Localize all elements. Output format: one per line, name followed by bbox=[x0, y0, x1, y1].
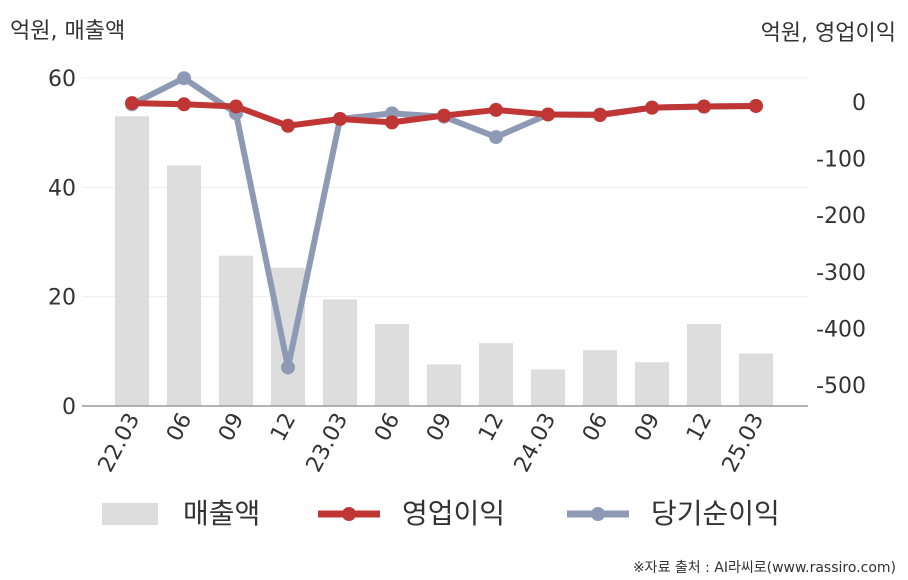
legend-label-net-income: 당기순이익 bbox=[651, 497, 780, 530]
right-tick-label: -400 bbox=[816, 317, 866, 342]
point-net-income bbox=[281, 360, 295, 375]
bar-sales bbox=[635, 362, 669, 406]
left-axis-ticks: 0 20 40 60 bbox=[48, 67, 76, 420]
left-tick-label: 60 bbox=[48, 67, 76, 92]
bar-sales bbox=[375, 324, 409, 406]
bar-sales bbox=[115, 116, 149, 407]
x-tick-label: 09 bbox=[214, 409, 249, 445]
right-tick-label: -500 bbox=[816, 374, 866, 399]
x-tick-label: 12 bbox=[682, 409, 717, 445]
x-tick-label: 12 bbox=[266, 409, 301, 445]
point-operating-profit bbox=[645, 100, 659, 115]
bar-sales bbox=[323, 299, 357, 406]
point-operating-profit bbox=[489, 102, 503, 117]
point-operating-profit bbox=[697, 99, 711, 114]
legend: 매출액 영업이익 당기순이익 bbox=[102, 497, 780, 530]
x-tick-label: 06 bbox=[162, 409, 197, 445]
right-tick-label: 0 bbox=[852, 91, 866, 116]
x-tick-label: 06 bbox=[370, 409, 405, 445]
bar-sales bbox=[531, 369, 565, 406]
left-tick-label: 0 bbox=[62, 395, 76, 420]
left-axis-unit: 억원, 매출액 bbox=[10, 19, 125, 44]
bar-sales bbox=[479, 343, 513, 406]
bar-sales bbox=[219, 255, 253, 406]
left-tick-label: 40 bbox=[48, 176, 76, 201]
bar-series-sales bbox=[115, 116, 773, 407]
point-operating-profit bbox=[593, 108, 607, 123]
legend-swatch-net-income-marker bbox=[591, 507, 605, 521]
point-operating-profit bbox=[437, 108, 451, 123]
bar-sales bbox=[167, 165, 201, 406]
right-tick-label: -100 bbox=[816, 148, 866, 173]
right-tick-label: -300 bbox=[816, 261, 866, 286]
x-axis-ticks: 22.03 06 09 12 23.03 06 09 12 24.03 06 09 12 25.03 bbox=[94, 409, 770, 476]
legend-swatch-sales bbox=[102, 503, 158, 525]
point-operating-profit bbox=[749, 98, 763, 113]
x-tick-label: 06 bbox=[578, 409, 613, 445]
point-operating-profit bbox=[541, 107, 555, 122]
x-tick-label: 12 bbox=[474, 409, 509, 445]
x-tick-label: 22.03 bbox=[94, 409, 146, 476]
right-tick-label: -200 bbox=[816, 204, 866, 229]
bar-sales bbox=[739, 353, 773, 406]
x-tick-label: 25.03 bbox=[718, 409, 770, 476]
source-credit: ※자료 출처 : AI라씨로(www.rassiro.com) bbox=[633, 560, 896, 576]
right-axis-unit: 억원, 영업이익 bbox=[761, 21, 896, 46]
point-operating-profit bbox=[281, 118, 295, 133]
point-net-income bbox=[177, 71, 191, 86]
point-operating-profit bbox=[229, 99, 243, 114]
gridlines bbox=[82, 77, 808, 298]
bar-sales bbox=[583, 350, 617, 406]
x-tick-label: 09 bbox=[422, 409, 457, 445]
bar-sales bbox=[271, 267, 305, 406]
point-net-income bbox=[489, 130, 503, 145]
x-tick-label: 09 bbox=[630, 409, 665, 445]
x-tick-label: 24.03 bbox=[510, 409, 562, 476]
legend-swatch-operating-profit-marker bbox=[342, 507, 356, 521]
legend-label-operating-profit: 영업이익 bbox=[402, 497, 505, 530]
legend-label-sales: 매출액 bbox=[183, 497, 260, 530]
left-tick-label: 20 bbox=[48, 286, 76, 311]
x-tick-label: 23.03 bbox=[302, 409, 354, 476]
point-operating-profit bbox=[385, 115, 399, 130]
bar-sales bbox=[687, 324, 721, 406]
point-operating-profit bbox=[333, 111, 347, 126]
point-operating-profit bbox=[177, 97, 191, 112]
bar-sales bbox=[427, 364, 461, 406]
line-series bbox=[125, 71, 763, 375]
right-axis-ticks: 0 -100 -200 -300 -400 -500 bbox=[816, 91, 866, 399]
point-operating-profit bbox=[125, 96, 139, 111]
